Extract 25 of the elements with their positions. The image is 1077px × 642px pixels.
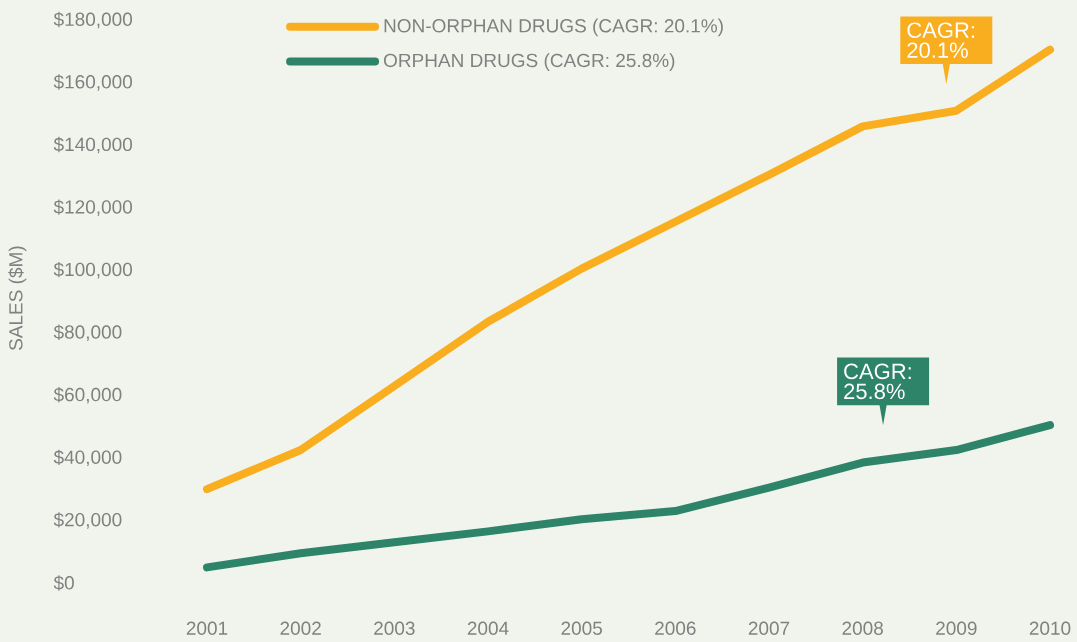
x-tick-label: 2010 bbox=[1029, 621, 1071, 635]
y-tick-label: $160,000 bbox=[53, 74, 133, 91]
x-tick-label: 2004 bbox=[467, 621, 509, 635]
y-tick-label: $20,000 bbox=[53, 512, 122, 529]
annotation: CAGR: 25.8% bbox=[844, 363, 911, 400]
y-axis-title: SALES ($M) bbox=[8, 246, 27, 351]
legend-label: ORPHAN DRUGS (CAGR: 25.8%) bbox=[383, 53, 675, 71]
y-tick-label: $40,000 bbox=[53, 449, 122, 467]
y-tick-label: $80,000 bbox=[53, 324, 122, 342]
annotation: CAGR: 20.1% bbox=[907, 22, 974, 58]
y-tick-label: $0 bbox=[53, 575, 74, 591]
y-tick-label: $60,000 bbox=[53, 387, 122, 404]
x-tick-label: 2003 bbox=[374, 621, 415, 635]
x-tick-label: 2001 bbox=[186, 621, 228, 635]
x-tick-label: 2008 bbox=[842, 621, 883, 635]
x-tick-label: 2007 bbox=[748, 621, 790, 635]
x-tick-label: 2002 bbox=[280, 621, 321, 635]
y-tick-label: $180,000 bbox=[53, 11, 133, 29]
y-tick-label: $100,000 bbox=[53, 261, 133, 279]
y-tick-label: $120,000 bbox=[53, 199, 133, 216]
x-tick-label: 2006 bbox=[655, 621, 696, 635]
x-tick-label: 2005 bbox=[561, 621, 602, 635]
y-tick-label: $140,000 bbox=[53, 136, 133, 154]
legend-label: NON-ORPHAN DRUGS (CAGR: 20.1%) bbox=[384, 18, 723, 37]
x-tick-label: 2009 bbox=[936, 621, 977, 635]
